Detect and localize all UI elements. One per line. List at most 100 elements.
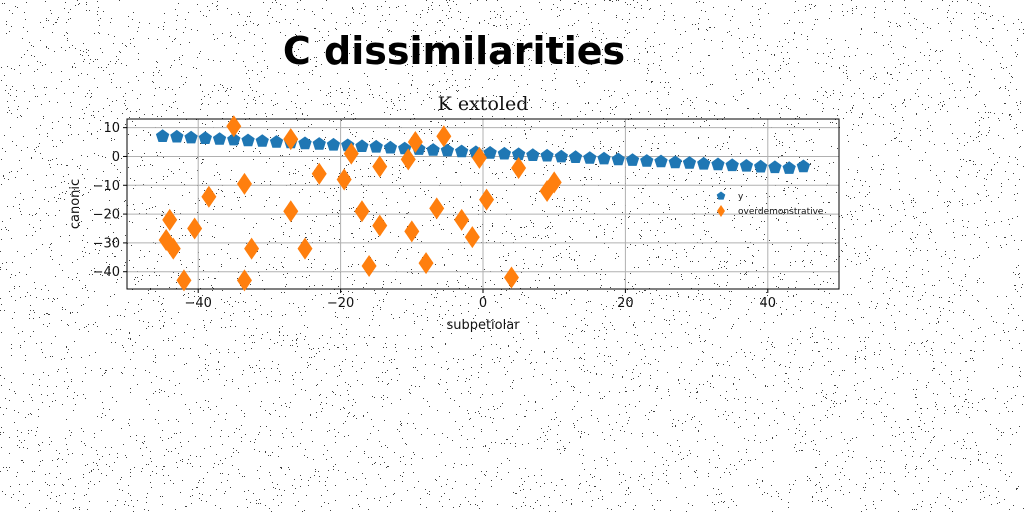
data-point [697, 156, 711, 170]
data-point [162, 208, 178, 231]
data-point [343, 142, 359, 165]
data-point [725, 158, 739, 172]
data-point [311, 162, 327, 185]
data-point [782, 161, 796, 174]
data-point [540, 148, 554, 162]
y-tick-label: 0 [112, 150, 120, 165]
legend-label-y: y [738, 192, 744, 202]
data-point [312, 137, 326, 150]
data-point [244, 237, 260, 260]
data-point [187, 217, 203, 240]
data-point [355, 139, 369, 152]
data-point [546, 171, 562, 194]
data-point [568, 150, 583, 163]
y-tick-label: −10 [93, 179, 120, 194]
data-point [455, 144, 469, 158]
y-axis-ticks: 10 0 −10 −20 −30 −40 [93, 121, 127, 280]
legend-marker-y [716, 191, 726, 200]
x-tick-label: 20 [617, 296, 634, 311]
data-point [768, 160, 782, 174]
data-point [227, 132, 241, 146]
data-point [236, 172, 252, 195]
data-point [754, 159, 768, 173]
data-point [201, 185, 217, 208]
data-point [511, 156, 527, 179]
legend-marker-overdemonstrative [717, 205, 725, 217]
data-point [479, 188, 495, 211]
data-point [283, 200, 299, 223]
data-point [165, 237, 181, 260]
data-point [326, 137, 341, 151]
data-point [796, 159, 811, 173]
data-point [429, 197, 445, 220]
data-point [526, 148, 540, 161]
data-point [226, 115, 242, 138]
x-tick-label: −40 [184, 296, 211, 311]
data-point [711, 157, 725, 171]
data-point [583, 151, 597, 164]
x-tick-label: 0 [479, 296, 487, 311]
grid-lines [127, 119, 839, 289]
x-axis-label: subpetiolar [446, 318, 520, 333]
data-point [739, 159, 754, 172]
data-point [471, 146, 487, 169]
y-tick-label: −40 [93, 265, 120, 280]
data-point [184, 130, 198, 144]
data-point [170, 129, 184, 143]
data-point [372, 214, 388, 237]
data-point [404, 220, 420, 243]
data-point [454, 208, 470, 231]
data-point [269, 135, 284, 148]
data-point [418, 252, 434, 275]
data-point [407, 131, 423, 154]
data-point [640, 154, 654, 167]
data-point [198, 131, 212, 144]
data-point [383, 140, 398, 154]
y-tick-label: −20 [93, 208, 120, 223]
legend-marker-shape [716, 191, 726, 200]
data-point [497, 146, 511, 160]
data-point [426, 143, 440, 156]
data-point [436, 125, 452, 148]
data-point [372, 155, 388, 178]
data-point [336, 168, 352, 191]
y-tick-label: 10 [103, 121, 120, 136]
data-point [611, 152, 625, 166]
data-point [483, 146, 497, 159]
data-point [354, 200, 370, 223]
data-point [503, 266, 519, 289]
data-point [236, 269, 252, 292]
x-axis-ticks: −40 −20 0 20 40 [184, 289, 776, 311]
y-tick-label: −30 [93, 236, 120, 251]
data-marks [155, 115, 811, 292]
x-tick-label: 40 [760, 296, 777, 311]
data-point [176, 269, 192, 292]
data-point [241, 133, 255, 147]
legend-marker-shape [717, 205, 725, 217]
y-axis-label: canonic [68, 179, 83, 229]
chart-suptitle: C dissimilarities [283, 29, 625, 73]
data-point [298, 136, 312, 150]
data-point [682, 156, 697, 169]
legend: y overdemonstrative [716, 191, 824, 217]
data-point [654, 154, 668, 168]
data-point [361, 254, 377, 277]
data-point [283, 128, 299, 151]
data-point [511, 147, 526, 161]
data-point [554, 149, 568, 163]
data-point [155, 129, 170, 142]
legend-label-overdemonstrative: overdemonstrative [738, 207, 824, 217]
x-tick-label: −20 [327, 296, 354, 311]
data-point [668, 155, 682, 169]
chart-title: K extoled [438, 93, 529, 115]
series-overdemonstrative [158, 115, 562, 292]
data-point [597, 151, 611, 165]
data-point [464, 226, 480, 249]
data-point [255, 134, 269, 147]
data-point [625, 153, 640, 166]
data-point [297, 237, 313, 260]
data-point [369, 139, 383, 153]
data-point [212, 132, 227, 145]
